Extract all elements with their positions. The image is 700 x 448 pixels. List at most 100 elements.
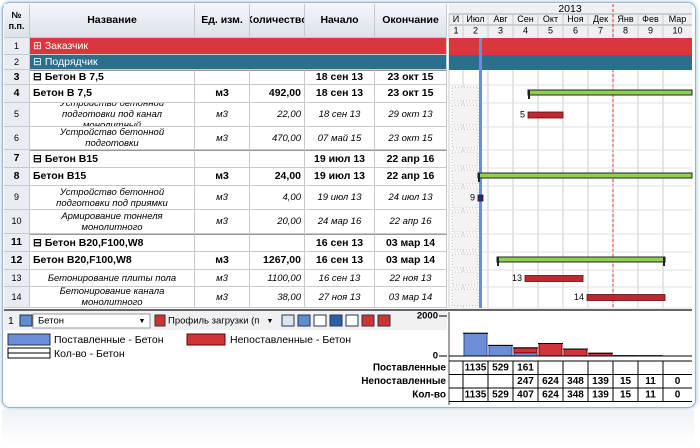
row-number: 9 <box>4 186 30 210</box>
row-number: 1 <box>4 38 30 55</box>
summary-bar <box>527 89 693 96</box>
idle-zone <box>451 271 479 286</box>
period-label: 1 <box>453 25 458 35</box>
period-label: 7 <box>598 25 603 35</box>
legend-swatch <box>186 333 226 346</box>
expand-icon[interactable]: ⊞ <box>33 39 42 52</box>
bar-label: 5 <box>520 109 525 119</box>
unit-cell: м3 <box>195 186 250 210</box>
value-cell: 0 <box>675 376 681 387</box>
value-cell: 529 <box>492 390 509 401</box>
bar-undelivered <box>538 343 563 357</box>
qty-cell <box>250 70 305 85</box>
toolbar-button[interactable] <box>297 314 311 327</box>
toolbar-button[interactable] <box>377 314 391 327</box>
group-name: Бетон В 7,5 <box>44 71 104 83</box>
value-cell: 1135 <box>465 390 487 401</box>
period-label: 3 <box>498 25 503 35</box>
month-label: Ноя <box>567 14 584 24</box>
qty-cell <box>250 150 305 168</box>
group-band <box>449 55 692 70</box>
panel-index: 1 <box>8 315 14 327</box>
name-cell: Армирование тоннеля монолитного <box>30 210 195 234</box>
unit-cell: м3 <box>195 85 250 103</box>
collapse-icon[interactable]: ⊟ <box>33 71 42 83</box>
view-name: Профиль загрузки (п <box>168 316 259 327</box>
end-cell: 22 апр 16 <box>375 168 447 186</box>
value-cell: 11 <box>645 376 656 387</box>
name-cell: Бетон В 7,5 <box>30 85 195 103</box>
end-cell: 03 мар 14 <box>375 287 447 308</box>
end-cell: 22 апр 16 <box>375 150 447 168</box>
header-cell: Название <box>30 4 195 38</box>
legend-label: Непоставленные - Бетон <box>230 334 351 346</box>
group-row: ⊟ Подрядчик <box>30 55 447 70</box>
toolbar-button[interactable] <box>361 314 375 327</box>
qty-cell: 1267,00 <box>250 252 305 270</box>
month-label: Дек <box>593 14 608 24</box>
resource-icon <box>19 314 33 327</box>
collapse-icon[interactable]: ⊟ <box>33 152 42 165</box>
value-cell: 348 <box>567 376 584 387</box>
name-cell: Устройство бетонной подготовки <box>30 127 195 150</box>
bar-undelivered <box>513 347 538 354</box>
period-label: 2 <box>473 25 478 35</box>
bar-delivered <box>488 344 513 357</box>
idle-zone <box>451 104 479 126</box>
qty-cell <box>250 234 305 252</box>
view-icon <box>154 314 166 327</box>
idle-zone <box>451 235 479 251</box>
value-cell: 0 <box>675 390 681 401</box>
end-cell: 22 апр 16 <box>375 210 447 234</box>
end-cell: 03 мар 14 <box>375 234 447 252</box>
toolbar-button[interactable] <box>313 314 327 327</box>
summary-end <box>478 173 480 182</box>
end-cell: 24 июл 13 <box>375 186 447 210</box>
group-name-cell: ⊟ Бетон В 7,5 <box>30 70 195 85</box>
expand-icon[interactable]: ⊟ <box>33 55 42 68</box>
toolbar-button[interactable] <box>281 314 295 327</box>
group-name: Подрядчик <box>44 55 98 68</box>
unit-cell <box>195 234 250 252</box>
qty-cell: 470,00 <box>250 127 305 150</box>
row-number: 14 <box>4 287 30 308</box>
qty-cell: 22,00 <box>250 103 305 127</box>
idle-zone <box>451 86 479 102</box>
name-cell: Устройство бетонной подготовки под канал… <box>30 103 195 127</box>
group-band <box>449 38 692 55</box>
month-label: Янв <box>617 14 633 24</box>
start-cell: 18 сен 13 <box>305 103 375 127</box>
start-cell: 27 ноя 13 <box>305 287 375 308</box>
resource-name: Бетон <box>38 316 64 327</box>
start-cell: 18 сен 13 <box>305 85 375 103</box>
idle-zone <box>451 128 479 149</box>
group-name-cell: ⊟ Бетон В15 <box>30 150 195 168</box>
row-number: 10 <box>4 210 30 234</box>
legend-label: Поставленные - Бетон <box>54 334 164 346</box>
collapse-icon[interactable]: ⊟ <box>33 236 42 249</box>
toolbar-button[interactable] <box>345 314 359 327</box>
period-label: 5 <box>548 25 553 35</box>
idle-zone <box>451 288 479 307</box>
bar-undelivered <box>563 348 588 357</box>
toolbar-button[interactable] <box>329 314 343 327</box>
value-cell: 407 <box>517 390 534 401</box>
month-label: И <box>453 14 459 24</box>
row-number: 13 <box>4 270 30 287</box>
start-cell: 16 сен 13 <box>305 252 375 270</box>
idle-zone <box>451 169 479 185</box>
period-label: 6 <box>573 25 578 35</box>
end-cell: 22 ноя 13 <box>375 270 447 287</box>
idle-zone <box>451 253 479 269</box>
value-cell: 15 <box>620 390 632 401</box>
unit-cell: м3 <box>195 287 250 308</box>
task-bar <box>527 111 564 119</box>
resource-select[interactable] <box>32 313 151 329</box>
header-cell: Ед. изм. <box>195 4 250 38</box>
header-cell: № п.п. <box>4 4 30 38</box>
value-cell: 139 <box>592 376 609 387</box>
series-row-label: Кол-во <box>412 390 446 401</box>
row-number: 4 <box>4 85 30 103</box>
period-label: 8 <box>623 25 628 35</box>
qty-cell: 24,00 <box>250 168 305 186</box>
